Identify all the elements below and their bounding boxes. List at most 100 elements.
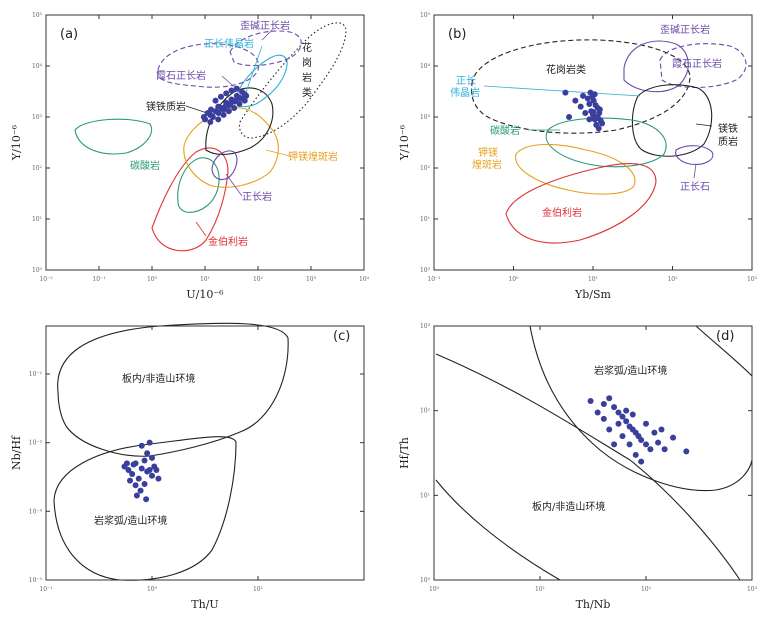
y-axis-label: Y/10⁻⁶ <box>398 124 411 161</box>
x-axis-label: U/10⁻⁶ <box>186 288 224 301</box>
label-a-nepheline: 霞石正长岩 <box>156 69 206 82</box>
data-point <box>232 97 239 104</box>
data-point <box>215 103 222 110</box>
data-point <box>566 114 573 120</box>
label-a-granitoid-2: 岗 <box>302 57 312 69</box>
data-point <box>658 426 665 433</box>
data-point <box>238 95 245 102</box>
panel-a: 歪碱正长岩 正长伟晶岩 霞石正长岩 花 岗 岩 类 镁铁质岩 碳酸岩 钾镁煌斑岩… <box>74 19 347 252</box>
data-point <box>591 91 598 98</box>
panel-label: (d) <box>716 329 734 344</box>
label-a-lamproite: 钾镁煌斑岩 <box>288 150 338 163</box>
panel-label: (c) <box>333 329 350 344</box>
data-point <box>215 109 222 116</box>
label-b-mafic-1: 镁铁 <box>718 122 738 135</box>
label-b-pegmatite-2: 伟晶岩 <box>450 86 480 99</box>
data-point <box>643 441 649 448</box>
data-point <box>200 114 207 120</box>
data-point <box>209 114 216 120</box>
label-b-carbonatite: 碳酸岩 <box>490 124 520 137</box>
y-tick-label: 10⁰ <box>420 577 431 584</box>
region-nepheline-syenite-a <box>157 43 260 88</box>
x-tick-label: 10³ <box>747 586 758 593</box>
label-a-kimberlite: 金伯利岩 <box>208 235 248 248</box>
region-line-diag <box>435 353 741 581</box>
y-axis-label: Y/10⁻⁶ <box>10 124 23 161</box>
axes-4: 10⁰ 10¹ 10² 10³ 10⁰ 10¹ 10² 10³ Th/Nb Hf/Th (d) <box>398 323 758 611</box>
y-tick-label: 10² <box>420 165 431 172</box>
data-point <box>638 437 645 444</box>
label-a-agpaitic: 歪碱正长岩 <box>240 19 290 32</box>
y-tick-label: 10⁻⁵ <box>29 577 43 584</box>
data-point <box>132 482 139 489</box>
data-point <box>623 407 630 414</box>
label-a-pegmatite: 正长伟晶岩 <box>204 37 254 50</box>
x-tick-label: 10⁻¹ <box>39 586 52 593</box>
panel-b: 花岗岩类 歪碱正长岩 霞石正长岩 正长 伟晶岩 碳酸岩 钾镁 煌斑岩 镁铁 质岩… <box>450 23 747 244</box>
region-syenite-pegmatite-a <box>235 54 288 108</box>
x-tick-label: 10⁻¹ <box>427 276 440 283</box>
plot-frame <box>45 325 365 581</box>
leader-a-syenite <box>225 173 243 197</box>
label-d-arc: 岩浆弧/造山环境 <box>594 364 667 377</box>
y-tick-label: 10¹ <box>420 492 430 499</box>
label-d-intraplate: 板内/非造山环境 <box>532 500 605 513</box>
panel-c: 板内/非造山环境 岩浆弧/造山环境 <box>53 322 289 581</box>
data-point <box>233 85 240 92</box>
data-point <box>217 93 224 100</box>
leader-b-pegmatite <box>483 85 641 97</box>
data-point <box>577 103 584 110</box>
region-arc-c <box>53 436 237 581</box>
data-point <box>146 466 153 473</box>
label-b-kimberlite: 金伯利岩 <box>542 206 582 219</box>
data-point <box>562 89 569 96</box>
x-tick-label: 10⁴ <box>359 276 370 283</box>
data-point <box>138 465 145 472</box>
x-axis-label: Yb/Sm <box>574 288 612 301</box>
data-point <box>647 446 654 453</box>
y-tick-label: 10⁴ <box>420 63 431 70</box>
data-point <box>129 470 136 477</box>
region-intraplate-c <box>57 322 289 457</box>
data-point <box>228 87 235 94</box>
data-point <box>629 411 636 418</box>
y-tick-label: 10¹ <box>32 216 42 223</box>
y-tick-label: 10⁵ <box>32 12 43 19</box>
data-point <box>655 439 662 446</box>
label-c-arc: 岩浆弧/造山环境 <box>94 514 167 527</box>
data-point <box>149 454 155 461</box>
x-tick-label: 10⁰ <box>429 586 440 593</box>
data-point <box>595 115 602 122</box>
label-a-granitoid-4: 类 <box>302 86 312 99</box>
y-tick-label: 10⁵ <box>420 12 431 19</box>
data-point <box>143 496 150 503</box>
label-b-lamproite-1: 钾镁 <box>478 146 498 159</box>
x-tick-label: 10² <box>667 276 678 283</box>
leader-b-mafic <box>695 123 713 127</box>
axes-3: 10⁻¹ 10⁰ 10¹ 10⁻⁵ 10⁻⁴ 10⁻³ 10⁻² Th/U Nb/Hf (c) <box>10 325 365 611</box>
data-point <box>632 451 639 458</box>
region-line-lower <box>435 479 561 581</box>
x-tick-label: 10³ <box>747 276 758 283</box>
region-arc-d-boundary <box>529 325 753 492</box>
x-tick-label: 10¹ <box>588 276 598 283</box>
data-point <box>222 103 229 110</box>
label-b-granitoid: 花岗岩类 <box>546 63 586 76</box>
x-tick-label: 10¹ <box>200 276 210 283</box>
y-tick-label: 10⁰ <box>32 267 43 274</box>
x-axis-label: Th/U <box>191 598 218 611</box>
y-tick-label: 10³ <box>32 114 43 121</box>
y-axis-label: Nb/Hf <box>10 435 23 470</box>
data-point <box>606 426 613 433</box>
label-b-lamproite-2: 煌斑岩 <box>472 158 502 171</box>
data-point <box>212 97 219 104</box>
data-point <box>683 448 690 455</box>
data-point <box>626 441 633 448</box>
panel-d: 岩浆弧/造山环境 板内/非造山环境 <box>435 325 753 581</box>
label-a-carbonatite: 碳酸岩 <box>130 159 160 172</box>
data-point <box>592 102 599 109</box>
data-point <box>125 466 132 473</box>
data-point <box>243 92 250 99</box>
data-point <box>149 472 155 479</box>
